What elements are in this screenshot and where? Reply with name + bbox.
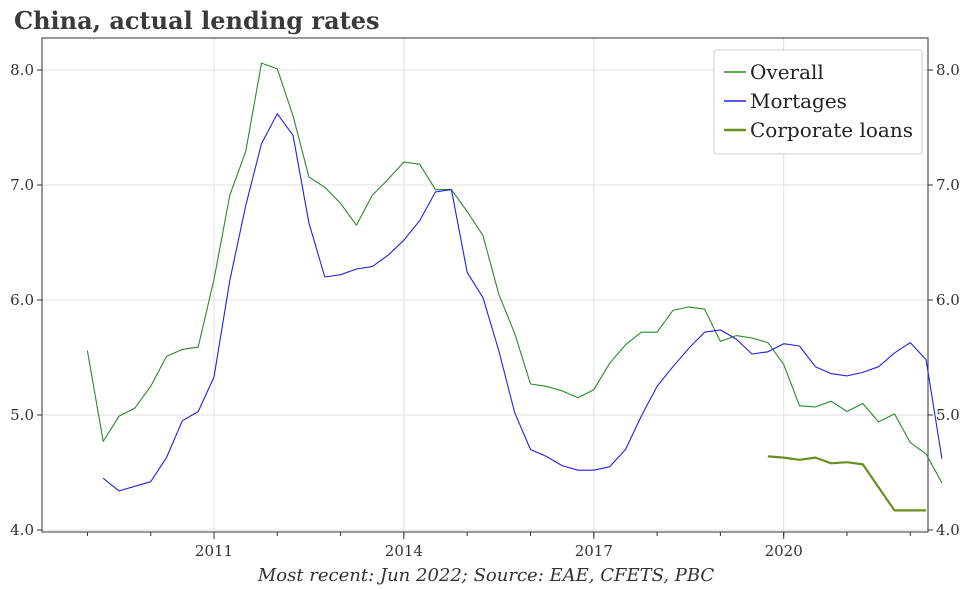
legend-box: [713, 49, 923, 155]
plot-frame: [41, 37, 929, 533]
source-footnote: Most recent: Jun 2022; Source: EAE, CFET…: [257, 565, 715, 586]
x-tick-label: 2011: [195, 542, 233, 560]
y-tick-label-right: 5.0: [936, 406, 960, 424]
y-tick-label-left: 8.0: [10, 61, 34, 79]
chart-title: China, actual lending rates: [14, 6, 380, 35]
x-tick-label: 2017: [575, 542, 613, 560]
series-line-corporate: [767, 455, 927, 512]
x-tick-label: 2014: [385, 542, 423, 560]
series-line-overall: [86, 62, 943, 484]
legend: Overall Mortages Corporate loans: [713, 49, 923, 155]
legend-label-corporate: Corporate loans: [750, 118, 913, 142]
y-tick-label-left: 6.0: [10, 291, 34, 309]
y-tick-label-right: 6.0: [936, 291, 960, 309]
legend-label-overall: Overall: [750, 60, 824, 84]
axes: 4.0 4.0 5.0 5.0 6.0 6.0 7.0 7.0 8.0 8.0 2011 2014 20…: [10, 37, 960, 560]
legend-label-mortgages: Mortages: [750, 89, 847, 113]
series-lines: [86, 62, 943, 512]
x-tick-label: 2020: [765, 542, 803, 560]
y-tick-label-left: 5.0: [10, 406, 34, 424]
y-tick-label-right: 7.0: [936, 176, 960, 194]
y-tick-label-right: 8.0: [936, 61, 960, 79]
y-tick-label-right: 4.0: [936, 521, 960, 539]
series-line-mortgages: [102, 113, 943, 492]
y-tick-label-left: 4.0: [10, 521, 34, 539]
y-tick-label-left: 7.0: [10, 176, 34, 194]
